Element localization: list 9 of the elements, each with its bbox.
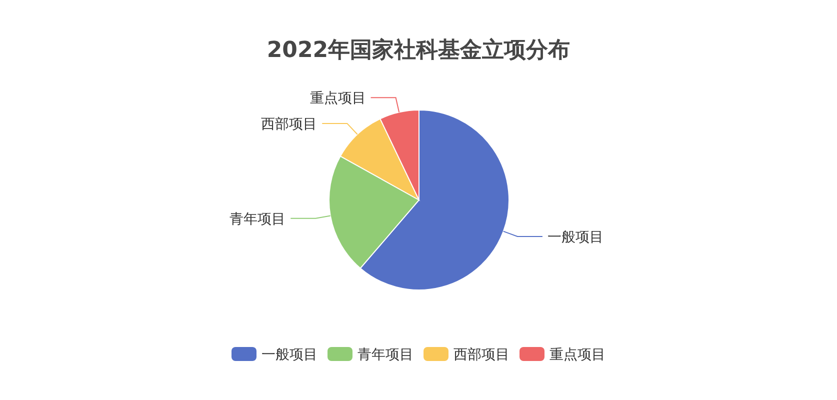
- legend-label: 一般项目: [262, 347, 318, 363]
- legend-label: 西部项目: [454, 347, 510, 363]
- slice-label: 一般项目: [547, 229, 604, 246]
- slice-label: 重点项目: [310, 90, 366, 107]
- legend-label: 重点项目: [550, 347, 606, 363]
- slice-label: 西部项目: [261, 116, 318, 132]
- legend-label: 青年项目: [358, 347, 414, 363]
- slice-label: 青年项目: [230, 211, 286, 228]
- chart-title: 2022年国家社科基金立项分布: [266, 37, 570, 63]
